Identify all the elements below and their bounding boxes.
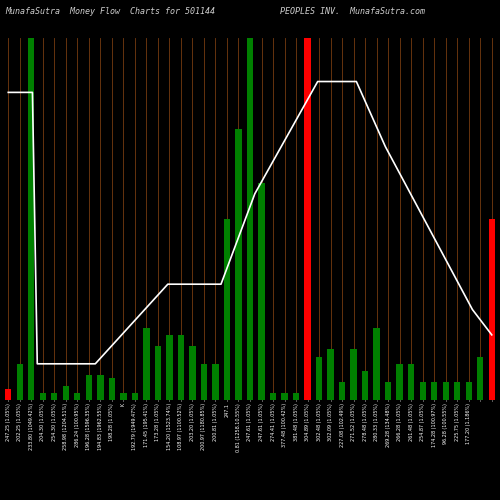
Bar bbox=[74, 393, 80, 400]
Bar bbox=[178, 335, 184, 400]
Bar bbox=[350, 350, 357, 400]
Bar bbox=[86, 374, 92, 400]
Bar bbox=[120, 393, 126, 400]
Bar bbox=[224, 219, 230, 400]
Bar bbox=[466, 382, 472, 400]
Bar bbox=[316, 356, 322, 400]
Bar bbox=[154, 346, 161, 400]
Bar bbox=[143, 328, 150, 400]
Bar bbox=[190, 346, 196, 400]
Bar bbox=[28, 38, 34, 400]
Bar bbox=[420, 382, 426, 400]
Bar bbox=[201, 364, 207, 400]
Bar bbox=[62, 386, 69, 400]
Bar bbox=[97, 374, 103, 400]
Bar bbox=[212, 364, 218, 400]
Text: PEOPLES INV.  MunafaSutra.com: PEOPLES INV. MunafaSutra.com bbox=[280, 8, 425, 16]
Bar bbox=[408, 364, 414, 400]
Bar bbox=[454, 382, 460, 400]
Bar bbox=[5, 389, 12, 400]
Bar bbox=[270, 393, 276, 400]
Bar bbox=[362, 371, 368, 400]
Bar bbox=[442, 382, 449, 400]
Bar bbox=[396, 364, 403, 400]
Bar bbox=[40, 393, 46, 400]
Bar bbox=[166, 335, 172, 400]
Bar bbox=[108, 378, 115, 400]
Bar bbox=[236, 128, 242, 400]
Bar bbox=[385, 382, 392, 400]
Bar bbox=[328, 350, 334, 400]
Bar bbox=[431, 382, 438, 400]
Bar bbox=[282, 393, 288, 400]
Bar bbox=[258, 183, 264, 400]
Bar bbox=[132, 393, 138, 400]
Bar bbox=[247, 38, 253, 400]
Bar bbox=[339, 382, 345, 400]
Bar bbox=[304, 38, 310, 400]
Bar bbox=[488, 219, 495, 400]
Text: MunafaSutra  Money Flow  Charts for 501144: MunafaSutra Money Flow Charts for 501144 bbox=[5, 8, 215, 16]
Bar bbox=[293, 393, 299, 400]
Bar bbox=[51, 393, 58, 400]
Bar bbox=[477, 356, 484, 400]
Bar bbox=[16, 364, 23, 400]
Bar bbox=[374, 328, 380, 400]
